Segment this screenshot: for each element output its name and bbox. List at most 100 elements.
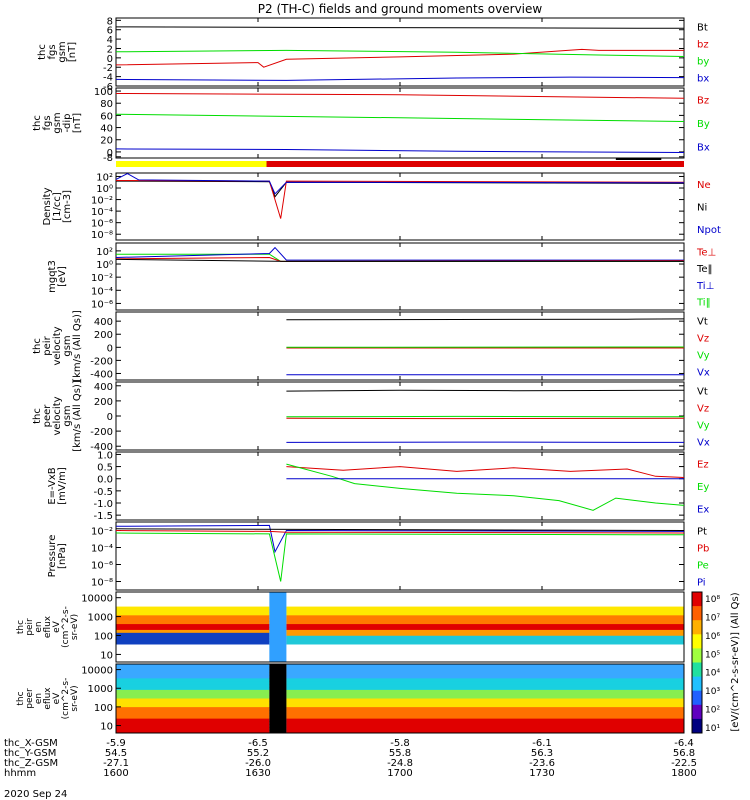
colorbar-frame <box>691 591 703 734</box>
y-axis-label: thc <box>37 44 48 60</box>
panel-frame <box>115 311 685 381</box>
spectrogram-band <box>286 638 684 643</box>
spectrogram-1: 10000 1000 100 10 thc peir en eflux eV (cm^2-s-sr… <box>16 591 685 663</box>
y-tick-label: 0.0 <box>97 475 113 486</box>
y-axis-label: eflux <box>43 687 53 710</box>
spectrogram-band <box>286 656 684 660</box>
spectrogram-band <box>116 704 270 708</box>
y-axis-label: [km/s (All Qs)] <box>72 310 83 382</box>
colorbar-label: [eV/(cm^2-s-sr-eV)] (All Qs) <box>730 592 741 731</box>
y-tick-label: -2 <box>103 63 113 74</box>
spectrogram-band <box>116 629 270 634</box>
panel-5: 400 200 0 -200 -400 thc peir velocity gsm [km/s (… <box>32 310 710 382</box>
series-line-red <box>286 466 685 478</box>
orbit-value: -6.1 <box>532 738 552 749</box>
spectrogram-band <box>286 635 684 640</box>
legend-entry: Ey <box>697 482 709 493</box>
y-tick-label: 400 <box>94 382 113 393</box>
orbit-value: 55.2 <box>247 748 269 759</box>
series-line-blue <box>115 246 684 261</box>
y-tick-label: 10⁻² <box>91 527 113 538</box>
y-tick-label: 8 <box>107 16 113 27</box>
spectrogram-band <box>286 684 684 688</box>
y-tick-label: 10 <box>100 650 113 661</box>
series-line-black <box>115 180 685 198</box>
series-line-black <box>115 26 685 29</box>
spectrogram-band <box>116 621 270 625</box>
spectrogram-band <box>286 710 684 714</box>
date-label: 2020 Sep 24 <box>4 789 67 800</box>
orbit-value: 1600 <box>103 768 128 779</box>
spectrogram-band <box>116 650 270 654</box>
y-axis-label: Pressure <box>47 535 58 578</box>
spectrogram-band <box>116 718 270 722</box>
orbit-value: 56.3 <box>531 748 553 759</box>
y-axis-label: velocity <box>52 396 63 435</box>
series-line-green <box>286 463 685 511</box>
spectrogram-band <box>116 727 270 731</box>
y-axis-label: gsm <box>62 405 73 426</box>
spectrogram-band <box>116 666 270 671</box>
y-tick-label: -200 <box>90 356 113 367</box>
spectrogram-band <box>286 687 684 691</box>
spectrogram-band <box>116 659 270 663</box>
y-tick-label: 200 <box>94 397 113 408</box>
spectrogram-band <box>286 592 684 596</box>
spectrogram-band <box>286 615 684 619</box>
spectrogram-band <box>116 641 270 645</box>
series-line-blue <box>115 76 685 81</box>
spectrogram-band <box>286 695 684 699</box>
y-axis-label: thc <box>32 338 43 354</box>
series-line-blue <box>115 148 685 153</box>
orbit-value: 1730 <box>529 768 554 779</box>
spectrogram-band <box>286 692 684 697</box>
spectrogram-band <box>286 701 684 705</box>
spectrogram-band <box>116 624 270 628</box>
series-line-blue <box>115 173 685 195</box>
y-tick-label: 10⁻⁴ <box>91 544 113 555</box>
spectrogram-band <box>286 653 684 657</box>
y-tick-label: 60 <box>100 111 113 122</box>
y-axis-label: fgs <box>47 44 58 59</box>
legend-entry: Pi <box>697 578 706 589</box>
y-tick-label: -8 <box>103 153 113 164</box>
legend-entry: Ti‖ <box>696 298 711 309</box>
y-axis-label: sr-eV) <box>70 685 80 711</box>
y-tick-label: 10² <box>96 172 113 183</box>
series-line-red <box>115 48 684 68</box>
orbit-row-label: thc_Y-GSM <box>4 748 56 759</box>
panel-7: 1.0 0.50.0-0.5-1.0-1.5 E=-VxB [mV/m] Ez Ey Ex <box>47 450 709 522</box>
spectrogram-band <box>116 695 270 699</box>
y-tick-label: 10⁰ <box>96 260 113 271</box>
legend-entry: Pb <box>697 544 709 555</box>
legend-entry: Npot <box>697 225 721 236</box>
colorbar-segment <box>692 634 702 649</box>
series-line-green <box>115 113 685 122</box>
orbit-row-label: thc_X-GSM <box>4 738 58 749</box>
spectrogram-band <box>286 675 684 679</box>
spectrogram-band <box>286 698 684 702</box>
spectrogram-band <box>286 627 684 631</box>
orbit-value: -26.0 <box>245 758 271 769</box>
spectrogram-band <box>116 678 270 682</box>
legend-entry: Vy <box>697 351 710 362</box>
legend-entry: Vz <box>697 404 709 415</box>
spectrogram-band <box>116 710 270 714</box>
plot-title: P2 (TH-C) fields and ground moments over… <box>258 2 543 16</box>
colorbar-tick-label: 10⁶ <box>705 632 720 642</box>
orbit-value: -27.1 <box>103 758 129 769</box>
y-tick-label: 10² <box>96 247 113 258</box>
spectrogram-band <box>116 618 270 622</box>
spectrogram-band <box>286 618 684 622</box>
spectrogram-band <box>116 701 270 705</box>
spectrogram-band <box>116 669 270 674</box>
y-tick-label: 6 <box>107 26 113 37</box>
y-axis-label: Density <box>42 187 53 225</box>
y-axis-label: gsm <box>62 335 73 356</box>
y-tick-label: 10⁻⁸ <box>91 230 113 241</box>
colorbar-segment <box>692 620 702 635</box>
orbit-value: -5.8 <box>390 738 410 749</box>
